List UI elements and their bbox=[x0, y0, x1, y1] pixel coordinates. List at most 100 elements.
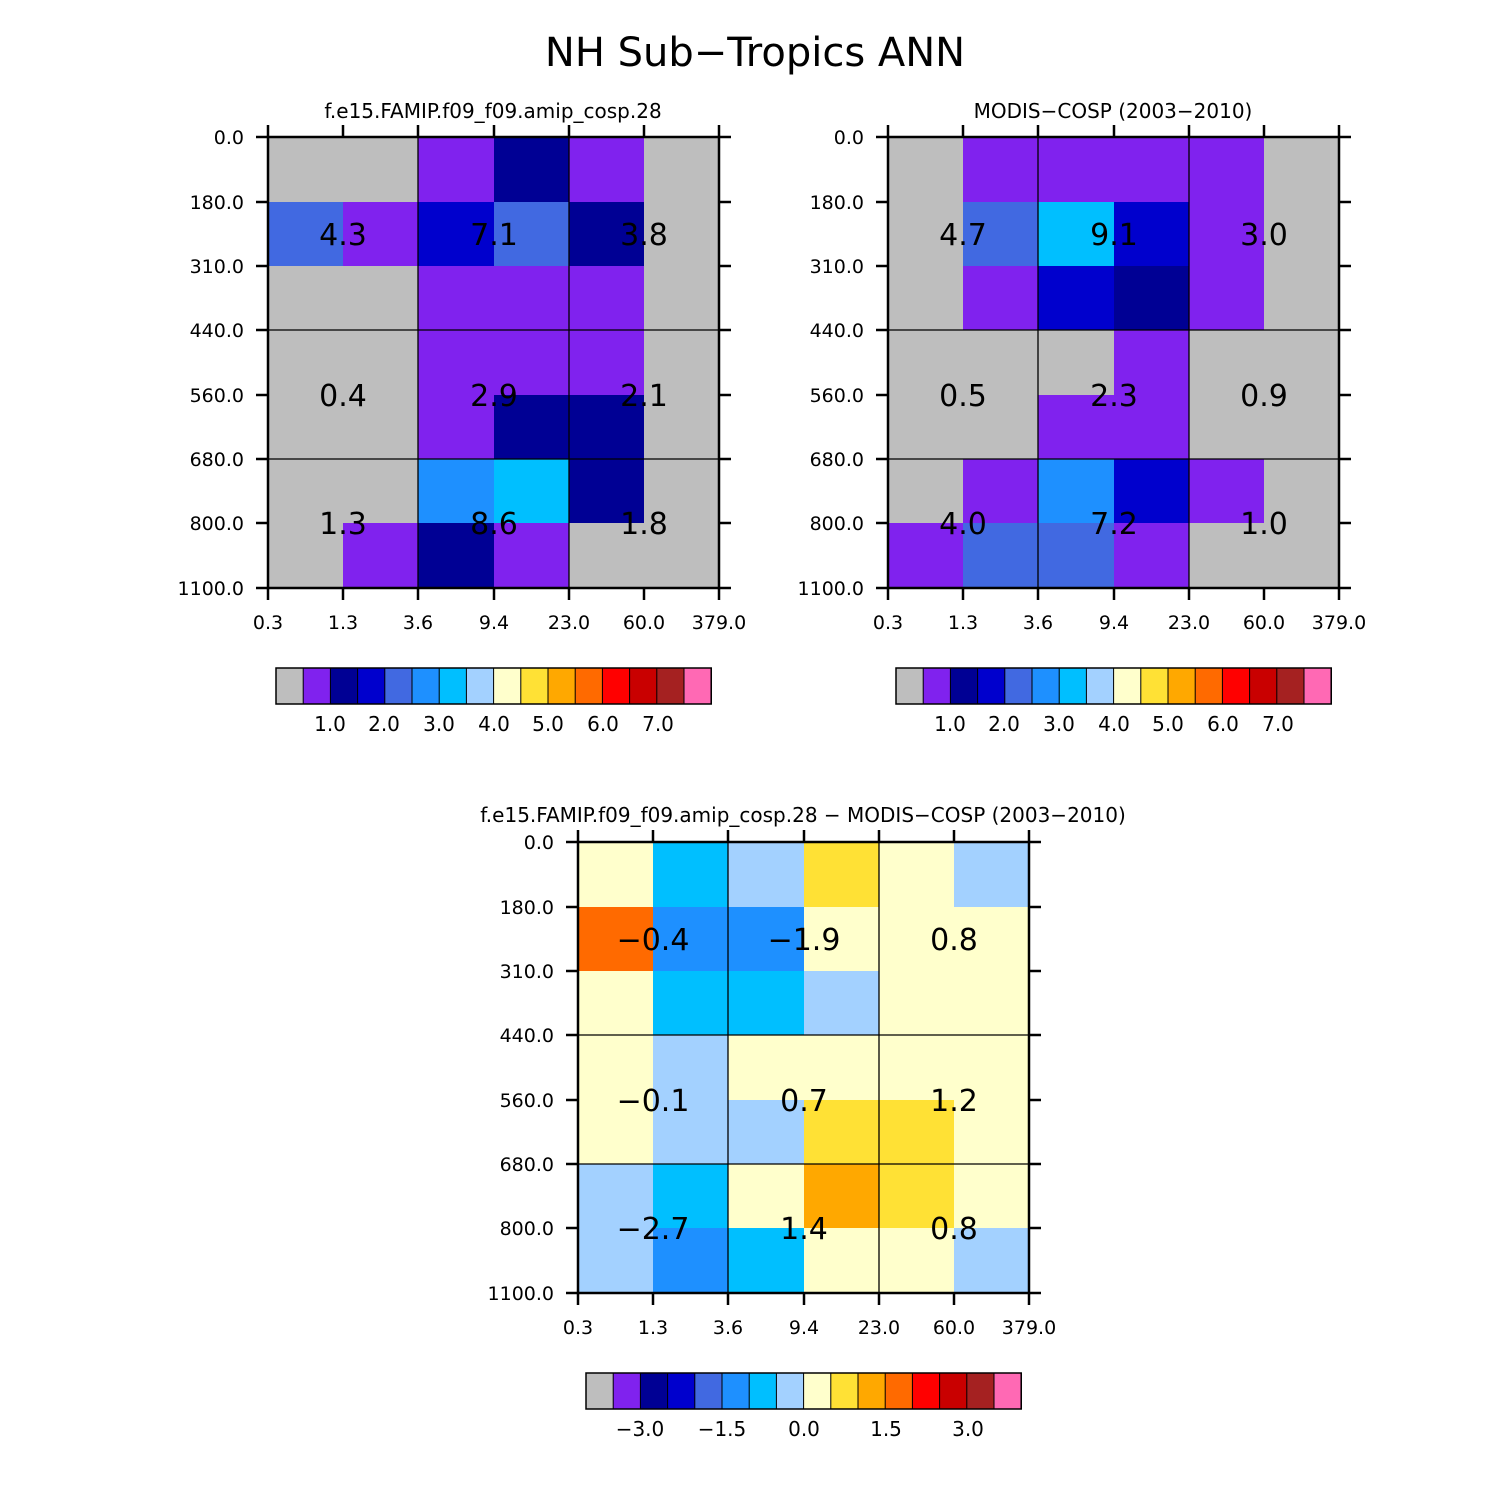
colorbar-label: 6.0 bbox=[587, 712, 619, 736]
colorbar-swatch bbox=[884, 1372, 914, 1410]
heatmap-cell bbox=[578, 971, 654, 1036]
box-value-label: −2.7 bbox=[617, 1212, 690, 1247]
colorbar-swatch bbox=[629, 667, 658, 705]
panel-obs: MODIS−COSP (2003−2010) 4.7 9.1 3.00.5 2.3 0.… bbox=[798, 99, 1367, 736]
x-tick-label: 379.0 bbox=[692, 612, 746, 634]
page-title: NH Sub−Tropics ANN bbox=[545, 30, 965, 76]
panel-obs-axes: 0.0 180.0 310.0 440.0 560.0 680.0 800.0 1100.0 0… bbox=[798, 125, 1366, 634]
colorbar-swatch bbox=[911, 1372, 941, 1410]
heatmap-cell bbox=[728, 1100, 805, 1165]
colorbar-label: 4.0 bbox=[478, 712, 510, 736]
colorbar-frame bbox=[895, 667, 1332, 705]
heatmap-cell bbox=[578, 1164, 654, 1229]
panel-model-gridlines bbox=[268, 137, 719, 588]
colorbar-swatch bbox=[1004, 667, 1033, 705]
colorbar-swatch bbox=[683, 667, 712, 705]
x-tick-label: 1.3 bbox=[948, 612, 978, 634]
x-tick-label: 60.0 bbox=[623, 612, 665, 634]
box-value-label: 2.1 bbox=[620, 379, 668, 414]
colorbar-swatch bbox=[547, 667, 576, 705]
y-tick-label: 800.0 bbox=[190, 513, 244, 535]
panel-diff-cells bbox=[578, 842, 1030, 1294]
panel-obs-box-values: 4.7 9.1 3.0 0.5 2.3 0.9 4.0 7.2 1.0 bbox=[939, 218, 1288, 542]
panel-model: f.e15.FAMIP.f09_f09.amip_cosp.28 4.3 7.1 3… bbox=[178, 99, 747, 736]
x-tick-label: 23.0 bbox=[858, 1317, 900, 1339]
colorbar-swatch bbox=[574, 667, 604, 705]
panel-model-cells bbox=[268, 137, 720, 589]
colorbar-swatch bbox=[656, 667, 685, 705]
heatmap-cell bbox=[494, 202, 570, 267]
heatmap-cell bbox=[418, 459, 495, 524]
y-tick-label: 180.0 bbox=[810, 192, 864, 214]
x-tick-label: 60.0 bbox=[1243, 612, 1285, 634]
heatmap-cell bbox=[963, 395, 1039, 460]
box-value-label: 1.0 bbox=[1240, 507, 1288, 542]
heatmap-cell bbox=[888, 202, 964, 267]
panel-obs-title: MODIS−COSP (2003−2010) bbox=[974, 99, 1253, 123]
heatmap-cell bbox=[494, 523, 570, 589]
colorbar-label: 2.0 bbox=[988, 712, 1020, 736]
heatmap-cell bbox=[1264, 202, 1340, 267]
box-value-label: 4.7 bbox=[939, 218, 987, 253]
heatmap-cell bbox=[954, 1164, 1030, 1229]
heatmap-cell bbox=[879, 842, 955, 908]
colorbar-label: 7.0 bbox=[1262, 712, 1294, 736]
box-value-label: 1.4 bbox=[780, 1212, 828, 1247]
heatmap-cell bbox=[1264, 523, 1340, 589]
heatmap-cell bbox=[418, 266, 495, 331]
y-tick-label: 0.0 bbox=[524, 832, 554, 854]
heatmap-cell bbox=[1038, 330, 1115, 396]
y-tick-label: 180.0 bbox=[500, 897, 554, 919]
heatmap-cell bbox=[343, 459, 419, 524]
colorbar-swatch bbox=[939, 1372, 968, 1410]
heatmap-cell bbox=[268, 202, 344, 267]
y-tick-label: 800.0 bbox=[500, 1218, 554, 1240]
colorbar-swatch bbox=[949, 667, 979, 705]
heatmap-cell bbox=[653, 1164, 729, 1229]
heatmap-cell bbox=[1114, 459, 1190, 524]
box-value-label: 2.3 bbox=[1090, 379, 1138, 414]
heatmap-cell bbox=[343, 330, 419, 396]
heatmap-cell bbox=[879, 971, 955, 1036]
heatmap-cell bbox=[963, 266, 1039, 331]
heatmap-cell bbox=[418, 523, 495, 589]
box-value-label: 4.3 bbox=[319, 218, 367, 253]
heatmap-cell bbox=[1038, 459, 1115, 524]
heatmap-cell bbox=[728, 842, 805, 908]
heatmap-cell bbox=[569, 459, 645, 524]
y-tick-label: 180.0 bbox=[190, 192, 244, 214]
heatmap-cell bbox=[268, 395, 344, 460]
heatmap-cell bbox=[888, 395, 964, 460]
colorbar-swatch bbox=[694, 1372, 723, 1410]
colorbar-swatch bbox=[1031, 667, 1060, 705]
heatmap-cell bbox=[954, 1228, 1030, 1294]
box-value-label: 1.8 bbox=[620, 507, 668, 542]
box-value-label: 3.8 bbox=[620, 218, 668, 253]
box-value-label: −0.4 bbox=[617, 923, 690, 958]
heatmap-cell bbox=[1189, 330, 1265, 396]
heatmap-cell bbox=[1264, 395, 1340, 460]
heatmap-cell bbox=[1189, 459, 1265, 524]
colorbar-swatch bbox=[667, 1372, 696, 1410]
heatmap-cell bbox=[963, 137, 1039, 203]
heatmap-cell bbox=[569, 137, 645, 203]
heatmap-cell bbox=[644, 523, 720, 589]
heatmap-cell bbox=[954, 971, 1030, 1036]
y-tick-label: 1100.0 bbox=[488, 1283, 554, 1305]
y-tick-label: 310.0 bbox=[500, 961, 554, 983]
heatmap-cell bbox=[804, 1164, 880, 1229]
y-tick-label: 440.0 bbox=[190, 320, 244, 342]
heatmap-cell bbox=[888, 523, 964, 589]
colorbar-label: −1.5 bbox=[698, 1417, 747, 1441]
heatmap-cell bbox=[418, 330, 495, 396]
heatmap-cell bbox=[963, 330, 1039, 396]
colorbar-swatch bbox=[585, 1372, 614, 1410]
y-tick-label: 440.0 bbox=[810, 320, 864, 342]
heatmap-cell bbox=[804, 1228, 880, 1294]
heatmap-cell bbox=[1189, 523, 1265, 589]
colorbar-swatch bbox=[721, 1372, 750, 1410]
colorbar-swatch bbox=[1140, 667, 1169, 705]
x-tick-label: 23.0 bbox=[548, 612, 590, 634]
colorbar-swatch bbox=[612, 1372, 642, 1410]
y-tick-label: 0.0 bbox=[834, 127, 864, 149]
